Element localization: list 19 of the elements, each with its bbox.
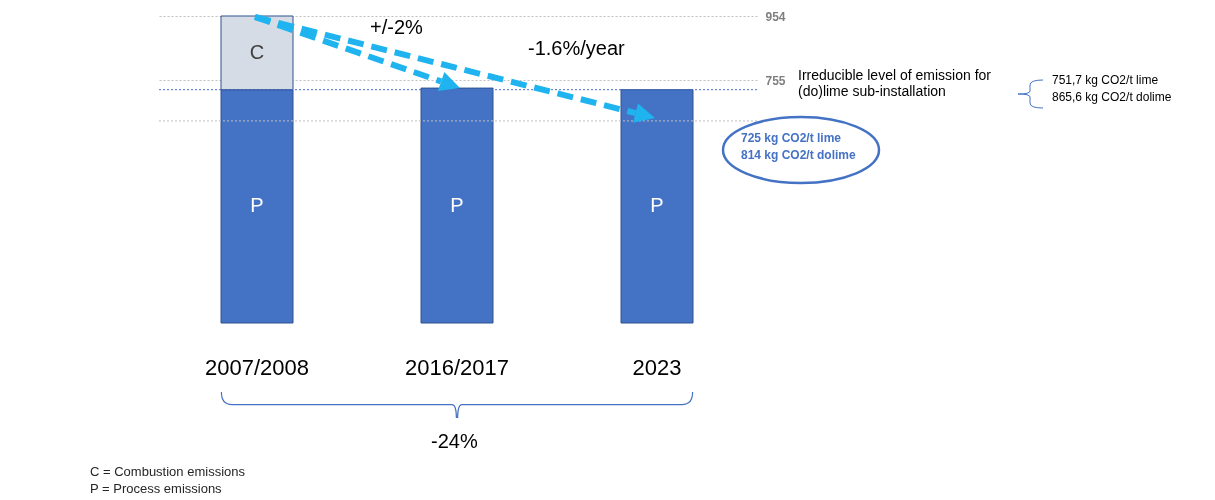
annotation: 725 kg CO2/t lime xyxy=(741,131,842,146)
series-label: P xyxy=(250,194,264,217)
annotation: -1.6%/year xyxy=(528,37,625,60)
annotation: +/-2% xyxy=(370,16,423,39)
y-tick-label: 755 xyxy=(765,73,786,88)
x-tick-label: 2023 xyxy=(632,354,682,380)
y-tick-label: 954 xyxy=(765,9,786,24)
text: -24% xyxy=(431,430,478,453)
series-label: C xyxy=(249,40,265,63)
text: P xyxy=(650,194,664,217)
x-tick-label: 2007/2008 xyxy=(205,354,309,380)
text: Irreducible level of emission for (do)lime sub-installation xyxy=(798,67,992,100)
text: P xyxy=(450,193,464,216)
text: P = Process emissions xyxy=(90,481,222,497)
annotation: 814 kg CO2/t dolime xyxy=(741,148,856,163)
x-tick-label: 2016/2017 xyxy=(405,354,509,380)
text: 751,7 kg CO2/t lime xyxy=(1052,73,1159,88)
text: 865,6 kg CO2/t dolime xyxy=(1052,90,1172,105)
text: C = Combustion emissions xyxy=(90,464,245,480)
